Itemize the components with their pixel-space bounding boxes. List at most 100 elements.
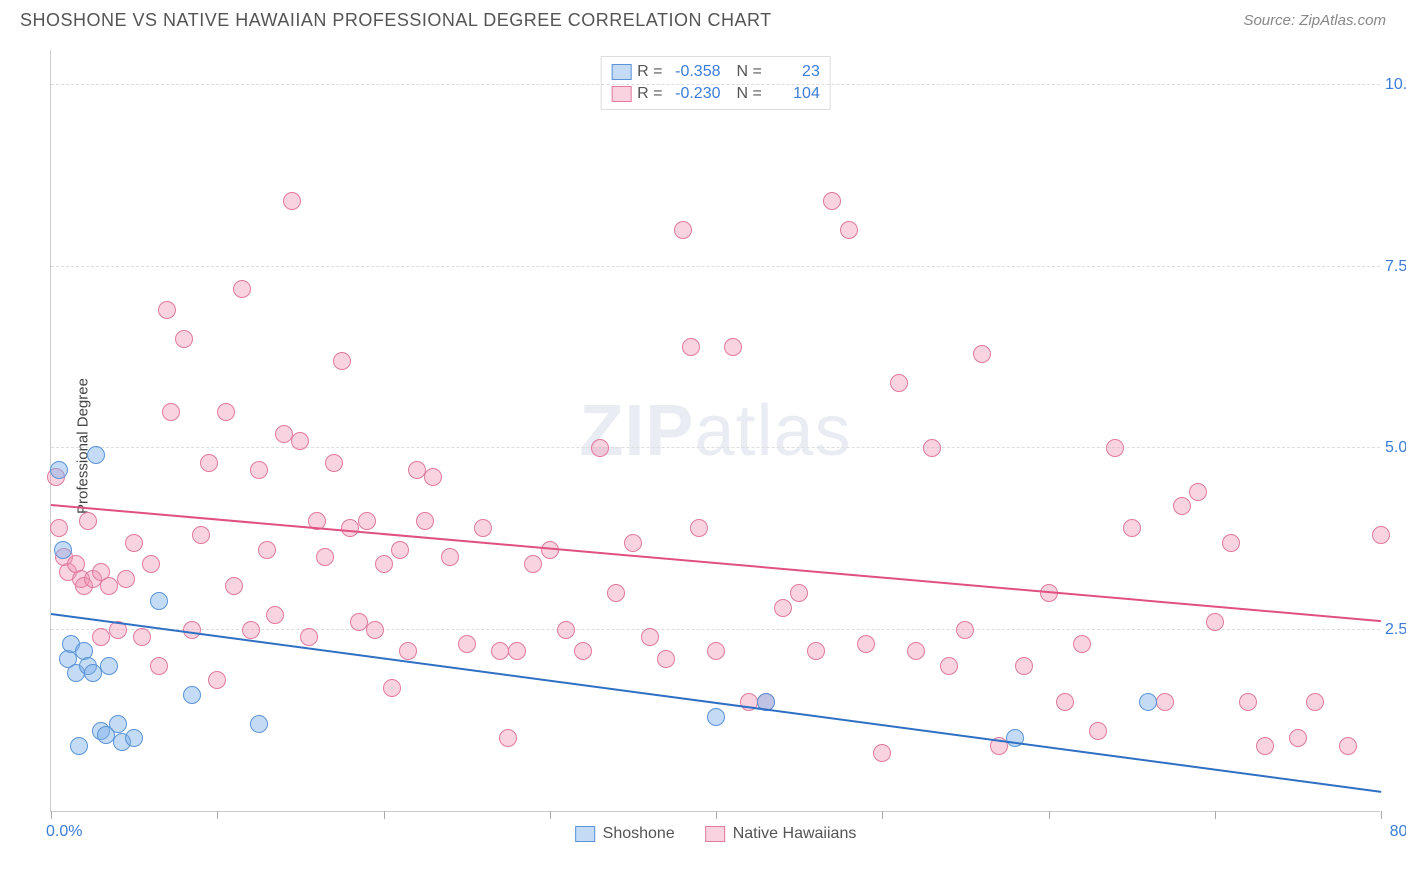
data-point bbox=[250, 715, 268, 733]
data-point bbox=[125, 729, 143, 747]
data-point bbox=[408, 461, 426, 479]
data-point bbox=[624, 534, 642, 552]
data-point bbox=[591, 439, 609, 457]
data-point bbox=[682, 338, 700, 356]
data-point bbox=[641, 628, 659, 646]
data-point bbox=[499, 729, 517, 747]
data-point bbox=[416, 512, 434, 530]
data-point bbox=[200, 454, 218, 472]
chart-title: SHOSHONE VS NATIVE HAWAIIAN PROFESSIONAL… bbox=[20, 10, 772, 31]
data-point bbox=[807, 642, 825, 660]
x-max-label: 80.0% bbox=[1390, 823, 1406, 841]
x-tick bbox=[882, 811, 883, 819]
data-point bbox=[87, 446, 105, 464]
data-point bbox=[54, 541, 72, 559]
data-point bbox=[508, 642, 526, 660]
data-point bbox=[707, 708, 725, 726]
data-point bbox=[674, 221, 692, 239]
n-label: N = bbox=[737, 85, 762, 103]
legend-swatch-hawaiian bbox=[705, 826, 725, 842]
data-point bbox=[956, 621, 974, 639]
data-point bbox=[557, 621, 575, 639]
data-point bbox=[375, 555, 393, 573]
data-point bbox=[183, 621, 201, 639]
watermark: ZIPatlas bbox=[579, 390, 851, 472]
data-point bbox=[1056, 693, 1074, 711]
stats-row-hawaiian: R = -0.230 N = 104 bbox=[611, 83, 820, 105]
data-point bbox=[707, 642, 725, 660]
data-point bbox=[158, 301, 176, 319]
data-point bbox=[724, 338, 742, 356]
data-point bbox=[50, 461, 68, 479]
data-point bbox=[1123, 519, 1141, 537]
data-point bbox=[1106, 439, 1124, 457]
x-tick bbox=[51, 811, 52, 819]
y-tick-label: 10.0% bbox=[1385, 76, 1406, 94]
data-point bbox=[873, 744, 891, 762]
data-point bbox=[300, 628, 318, 646]
data-point bbox=[183, 686, 201, 704]
x-tick bbox=[550, 811, 551, 819]
data-point bbox=[70, 737, 88, 755]
y-tick-label: 5.0% bbox=[1385, 439, 1406, 457]
trend-line bbox=[51, 504, 1381, 622]
data-point bbox=[383, 679, 401, 697]
data-point bbox=[79, 512, 97, 530]
data-point bbox=[840, 221, 858, 239]
n-value-hawaiian: 104 bbox=[768, 85, 820, 103]
n-value-shoshone: 23 bbox=[768, 63, 820, 81]
data-point bbox=[391, 541, 409, 559]
legend-label-shoshone: Shoshone bbox=[603, 825, 675, 843]
data-point bbox=[1256, 737, 1274, 755]
data-point bbox=[1306, 693, 1324, 711]
r-value-hawaiian: -0.230 bbox=[669, 85, 721, 103]
data-point bbox=[283, 192, 301, 210]
data-point bbox=[474, 519, 492, 537]
data-point bbox=[690, 519, 708, 537]
data-point bbox=[150, 592, 168, 610]
data-point bbox=[399, 642, 417, 660]
data-point bbox=[50, 519, 68, 537]
x-tick bbox=[217, 811, 218, 819]
x-tick bbox=[1381, 811, 1382, 819]
gridline bbox=[51, 84, 1380, 85]
data-point bbox=[823, 192, 841, 210]
data-point bbox=[441, 548, 459, 566]
data-point bbox=[275, 425, 293, 443]
gridline bbox=[51, 447, 1380, 448]
data-point bbox=[208, 671, 226, 689]
data-point bbox=[250, 461, 268, 479]
watermark-light: atlas bbox=[694, 391, 851, 471]
data-point bbox=[857, 635, 875, 653]
data-point bbox=[150, 657, 168, 675]
legend-bottom: Shoshone Native Hawaiians bbox=[575, 825, 857, 843]
plot-area: ZIPatlas R = -0.358 N = 23 R = -0.230 N … bbox=[50, 50, 1380, 812]
data-point bbox=[1372, 526, 1390, 544]
stats-legend-box: R = -0.358 N = 23 R = -0.230 N = 104 bbox=[600, 56, 831, 110]
legend-label-hawaiian: Native Hawaiians bbox=[733, 825, 857, 843]
data-point bbox=[117, 570, 135, 588]
data-point bbox=[907, 642, 925, 660]
data-point bbox=[92, 628, 110, 646]
data-point bbox=[774, 599, 792, 617]
data-point bbox=[125, 534, 143, 552]
data-point bbox=[84, 664, 102, 682]
data-point bbox=[1073, 635, 1091, 653]
data-point bbox=[100, 577, 118, 595]
data-point bbox=[266, 606, 284, 624]
data-point bbox=[1139, 693, 1157, 711]
r-label: R = bbox=[637, 85, 662, 103]
x-tick bbox=[384, 811, 385, 819]
stats-row-shoshone: R = -0.358 N = 23 bbox=[611, 61, 820, 83]
data-point bbox=[1206, 613, 1224, 631]
y-tick-label: 7.5% bbox=[1385, 258, 1406, 276]
data-point bbox=[225, 577, 243, 595]
data-point bbox=[973, 345, 991, 363]
data-point bbox=[133, 628, 151, 646]
data-point bbox=[1173, 497, 1191, 515]
data-point bbox=[325, 454, 343, 472]
legend-item-shoshone: Shoshone bbox=[575, 825, 675, 843]
data-point bbox=[1156, 693, 1174, 711]
data-point bbox=[142, 555, 160, 573]
data-point bbox=[1222, 534, 1240, 552]
